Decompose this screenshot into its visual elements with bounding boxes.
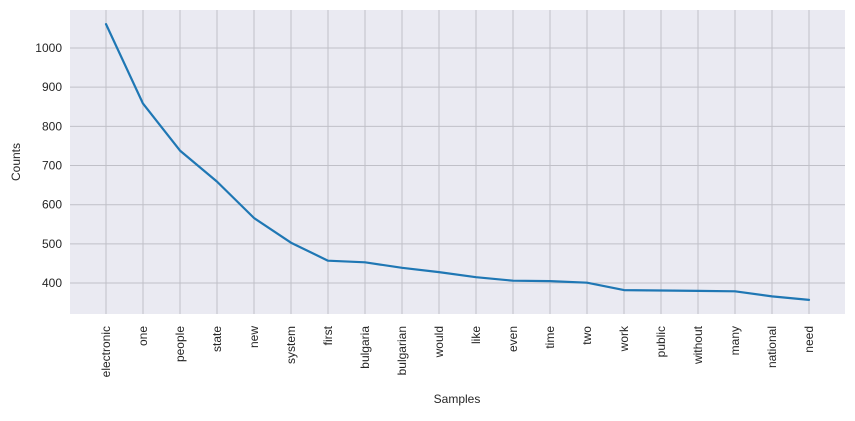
data-point xyxy=(438,271,440,273)
x-axis-label: Samples xyxy=(434,392,481,406)
x-tick-label: like xyxy=(469,326,483,344)
x-tick-label: bulgarian xyxy=(395,326,409,375)
data-point xyxy=(623,289,625,291)
data-point xyxy=(734,290,736,292)
x-tick-label: bulgaria xyxy=(358,326,372,369)
plot-area xyxy=(70,10,845,314)
x-tick-label: even xyxy=(506,326,520,352)
x-axis-ticks: electronic one people state new system first bu… xyxy=(99,325,816,377)
data-point xyxy=(549,280,551,282)
x-tick-label: national xyxy=(765,326,779,368)
series-layer xyxy=(104,23,811,301)
y-axis-label: Counts xyxy=(9,143,23,181)
grid-lines xyxy=(70,10,845,314)
y-tick-label: 800 xyxy=(42,119,62,133)
x-tick-label: public xyxy=(654,326,668,357)
x-tick-label: two xyxy=(580,326,594,345)
x-tick-label: new xyxy=(247,326,261,348)
data-point xyxy=(364,261,366,263)
data-point xyxy=(253,217,255,219)
y-tick-label: 900 xyxy=(42,80,62,94)
x-tick-label: electronic xyxy=(99,326,113,377)
series-line xyxy=(104,23,811,301)
x-tick-label: state xyxy=(210,326,224,352)
data-point xyxy=(290,242,292,244)
x-tick-label: first xyxy=(321,325,335,345)
y-axis-ticks: 400 500 600 700 800 900 1000 xyxy=(35,41,62,290)
y-tick-label: 700 xyxy=(42,159,62,173)
x-tick-label: would xyxy=(432,326,446,358)
x-tick-label: without xyxy=(691,325,705,365)
data-point xyxy=(216,181,218,183)
data-point xyxy=(771,295,773,297)
x-tick-label: system xyxy=(284,326,298,364)
x-tick-label: many xyxy=(728,326,742,355)
data-point xyxy=(142,103,144,105)
x-tick-label: one xyxy=(136,326,150,346)
y-tick-label: 400 xyxy=(42,276,62,290)
data-point xyxy=(586,282,588,284)
data-point xyxy=(179,150,181,152)
x-tick-label: work xyxy=(617,325,631,352)
data-point xyxy=(401,267,403,269)
data-point xyxy=(512,280,514,282)
x-tick-label: people xyxy=(173,326,187,362)
y-tick-label: 1000 xyxy=(35,41,62,55)
y-tick-label: 500 xyxy=(42,237,62,251)
data-point xyxy=(105,23,107,25)
x-tick-label: need xyxy=(802,326,816,353)
data-point xyxy=(697,290,699,292)
x-tick-label: time xyxy=(543,326,557,349)
data-point xyxy=(660,289,662,291)
data-point xyxy=(327,260,329,262)
data-point xyxy=(808,299,810,301)
data-point xyxy=(475,276,477,278)
y-tick-label: 600 xyxy=(42,198,62,212)
